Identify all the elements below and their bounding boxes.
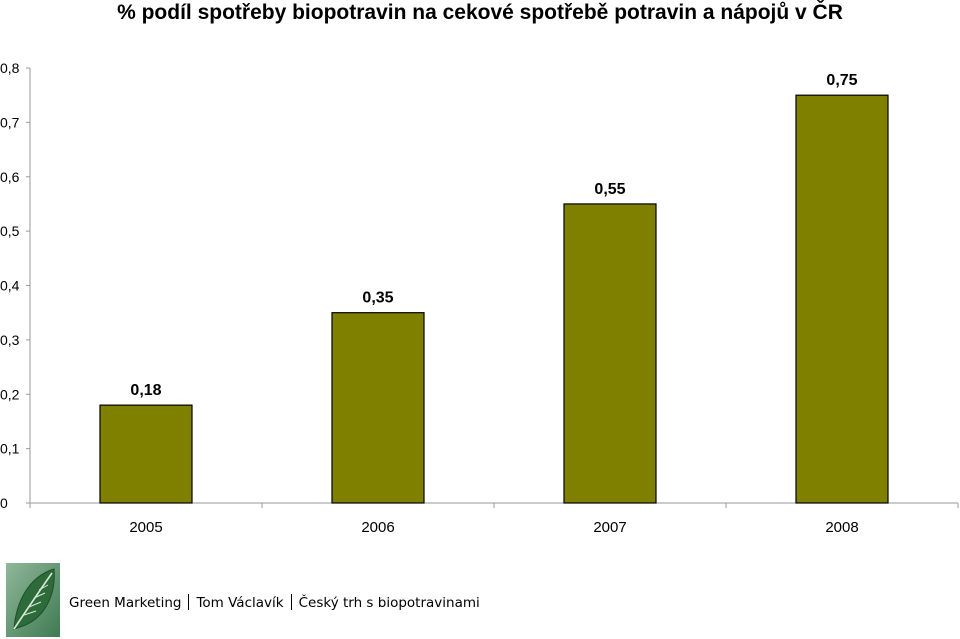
y-tick-label: 0,3 [0, 332, 20, 348]
footer-author: Tom Václavík [196, 594, 284, 611]
footer-topic: Český trh s biopotravinami [298, 594, 480, 611]
data-labels: 0,18 0,35 0,55 0,75 [130, 72, 857, 399]
chart-title: % podíl spotřeby biopotravin na cekové s… [117, 1, 843, 24]
data-label-2008: 0,75 [826, 72, 857, 89]
x-axis: 2005 2006 2007 2008 [29, 502, 959, 536]
x-tick-label: 2007 [593, 519, 626, 536]
data-label-2007: 0,55 [594, 181, 625, 198]
data-label-2005: 0,18 [130, 382, 161, 399]
data-label-2006: 0,35 [362, 290, 393, 307]
y-tick-label: 0 [0, 495, 8, 511]
leaf-logo-icon [6, 563, 60, 637]
y-tick-label: 0,2 [0, 386, 20, 402]
y-tick-label: 0,5 [0, 223, 20, 239]
bar-chart: 00,10,20,30,40,50,60,70,8 2005 2006 2007 20… [0, 60, 959, 536]
y-axis: 0 0,1 0,2 0,3 0,4 0,5 0,6 0,7 0,8 [0, 60, 31, 511]
x-tick-label: 2005 [129, 519, 162, 536]
x-tick-label: 2008 [825, 519, 858, 536]
bar-2005 [99, 404, 193, 504]
footer-company: Green Marketing [69, 594, 182, 611]
footer-separator [290, 593, 292, 610]
footer-separator [188, 593, 190, 610]
y-tick-label: 0,8 [0, 60, 20, 76]
bars [99, 94, 889, 504]
y-tick-label: 0,7 [0, 114, 20, 130]
x-tick-label: 2006 [361, 519, 394, 536]
bar-2006 [331, 312, 425, 504]
y-tick-label: 0,6 [0, 169, 20, 185]
y-tick-label: 0,1 [0, 441, 20, 457]
bar-2008 [795, 94, 889, 504]
footer-text: Green Marketing Tom Václavík Český trh s b… [69, 593, 480, 611]
y-tick-label: 0,4 [0, 278, 20, 294]
bar-2007 [563, 203, 657, 504]
footer: Green Marketing Tom Václavík Český trh s b… [6, 562, 480, 638]
